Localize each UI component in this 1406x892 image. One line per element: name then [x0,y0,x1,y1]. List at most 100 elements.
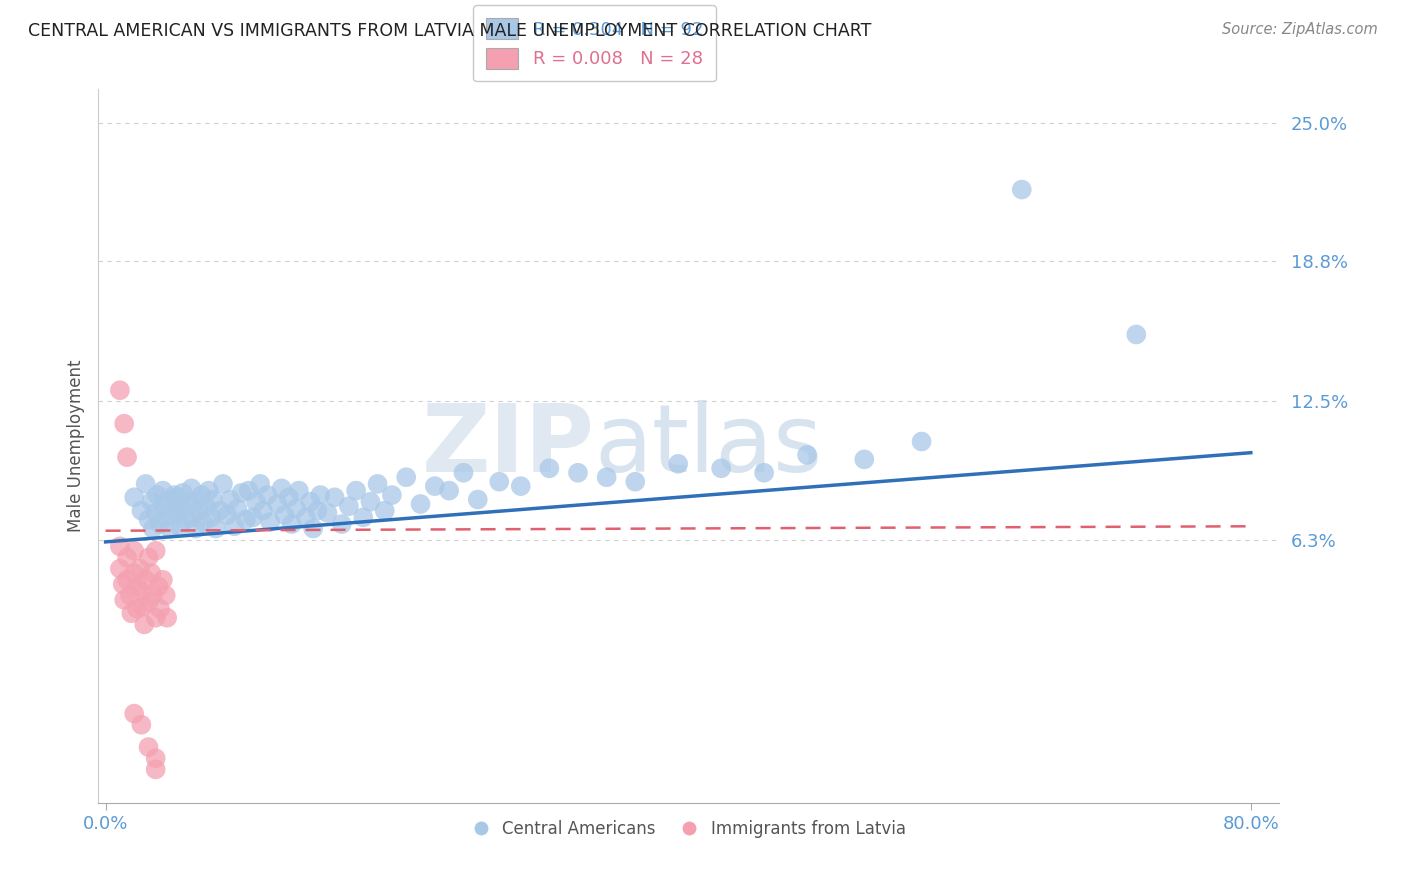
Point [273,508,295,523]
Point [710,461,733,475]
Point [309,488,332,502]
Point [423,479,446,493]
Point [796,448,818,462]
Point [595,470,617,484]
Point [409,497,432,511]
Point [115,450,138,464]
Point [152,573,174,587]
Point [367,476,389,491]
Point [256,488,278,502]
Point [381,488,404,502]
Point [242,510,264,524]
Point [352,510,374,524]
Point [170,501,193,516]
Point [538,461,561,475]
Point [152,483,174,498]
Point [302,521,325,535]
Point [395,470,418,484]
Point [118,589,141,603]
Text: ZIP: ZIP [422,400,595,492]
Point [166,506,188,520]
Point [224,519,246,533]
Point [131,717,153,731]
Point [159,521,181,535]
Point [131,503,153,517]
Point [129,562,152,576]
Point [467,492,489,507]
Point [138,512,160,526]
Point [122,706,145,721]
Point [488,475,510,489]
Point [509,479,531,493]
Point [148,580,170,594]
Point [219,492,242,507]
Point [209,503,232,517]
Point [200,510,222,524]
Point [191,515,214,529]
Point [169,519,191,533]
Point [197,483,219,498]
Point [187,503,209,517]
Point [160,503,183,517]
Point [285,501,308,516]
Point [666,457,689,471]
Point [145,751,167,765]
Point [120,607,142,621]
Point [190,488,212,502]
Point [122,543,145,558]
Point [174,512,197,526]
Legend: Central Americans, Immigrants from Latvia: Central Americans, Immigrants from Latvi… [465,814,912,845]
Point [910,434,932,449]
Text: atlas: atlas [595,400,823,492]
Point [166,490,188,504]
Point [1011,182,1033,196]
Point [453,466,475,480]
Point [217,508,239,523]
Point [112,417,135,431]
Point [259,515,281,529]
Point [142,589,165,603]
Point [135,573,157,587]
Point [184,521,207,535]
Point [138,740,160,755]
Point [624,475,647,489]
Point [183,494,205,508]
Point [277,490,299,504]
Point [201,492,224,507]
Point [374,503,396,517]
Point [131,583,153,598]
Point [252,503,274,517]
Point [146,488,169,502]
Point [316,506,339,520]
Point [299,494,322,508]
Point [141,566,163,581]
Point [122,490,145,504]
Point [115,573,138,587]
Point [115,550,138,565]
Point [337,500,360,514]
Point [266,497,288,511]
Point [177,497,200,511]
Point [180,482,202,496]
Point [125,580,148,594]
Point [295,510,318,524]
Point [138,550,160,565]
Point [152,500,174,514]
Point [323,490,346,504]
Point [752,466,775,480]
Point [853,452,876,467]
Point [155,510,177,524]
Point [180,510,202,524]
Point [149,601,172,615]
Point [149,516,172,531]
Point [359,494,381,508]
Point [156,610,179,624]
Point [111,577,134,591]
Point [135,476,157,491]
Point [134,617,156,632]
Point [270,482,292,496]
Point [330,516,353,531]
Point [235,512,257,526]
Point [141,494,163,508]
Point [194,500,217,514]
